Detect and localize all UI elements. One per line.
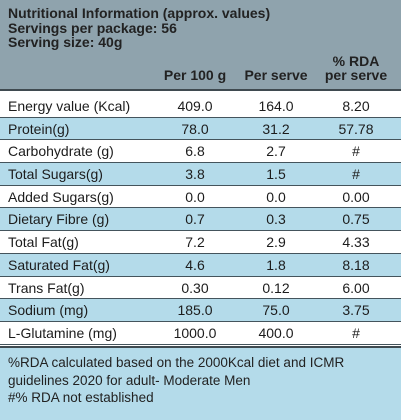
value-per-100g: 409.0 [177,98,213,114]
nutrient-name: Added Sugars(g) [8,188,114,205]
value-per-100g: 0.7 [185,211,205,228]
value-rda: 4.33 [342,234,370,251]
nutrient-name: Dietary Fibre (g) [8,211,110,228]
value-per-100g: 3.8 [185,166,205,183]
value-rda: 8.18 [342,256,370,273]
rda-header-line1: % RDA [332,53,380,69]
value-per-100g: 1000.0 [173,324,217,341]
value-rda: 6.00 [342,279,370,296]
servings-per-package: Servings per package: 56 [8,20,177,36]
value-per-100g: 7.2 [185,234,205,251]
column-header-rda: % RDA per serve [316,54,396,82]
value-per-serve: 400.0 [258,324,294,341]
serving-size: Serving size: 40g [8,34,123,50]
value-rda: 8.20 [342,98,370,114]
value-per-100g: 185.0 [177,302,213,319]
table-row: Saturated Fat(g) 4.6 1.8 8.18 [0,253,401,277]
nutrition-title: Nutritional Information (approx. values) [8,5,271,21]
nutrient-name: Total Sugars(g) [8,166,103,183]
table-row: Added Sugars(g) 0.0 0.0 0.00 [0,186,401,209]
value-per-100g: 4.6 [185,256,205,273]
table-row: Trans Fat(g) 0.30 0.12 6.00 [0,277,401,300]
table-row: Carbohydrate (g) 6.8 2.7 # [0,140,401,164]
column-header-per-100g: Per 100 g [163,67,227,83]
value-per-serve: 75.0 [262,302,290,319]
nutrient-name: Saturated Fat(g) [8,256,110,273]
value-per-serve: 164.0 [258,98,294,114]
table-row: Energy value (Kcal) 409.0 164.0 8.20 [0,95,401,118]
table-row: Total Fat(g) 7.2 2.9 4.33 [0,231,401,254]
nutrition-header: Nutritional Information (approx. values)… [0,0,401,91]
footnote-line: #% RDA not established [8,390,154,405]
value-rda: # [352,166,360,183]
nutrient-name: Sodium (mg) [8,302,89,319]
nutrient-name: Total Fat(g) [8,234,79,251]
value-rda: 3.75 [342,302,370,319]
nutrient-name: Protein(g) [8,120,70,137]
value-rda: # [352,324,360,341]
table-row: Sodium (mg) 185.0 75.0 3.75 [0,299,401,322]
table-row: Dietary Fibre (g) 0.7 0.3 0.75 [0,208,401,232]
footnote-line: guidelines 2020 for adult- Moderate Men [8,372,251,388]
nutrient-name: Trans Fat(g) [8,279,85,296]
value-per-serve: 0.12 [262,279,290,296]
nutrient-name: Carbohydrate (g) [8,143,114,160]
value-rda: 57.78 [338,120,374,137]
value-per-serve: 0.3 [266,211,286,228]
nutrition-footnote: %RDA calculated based on the 2000Kcal di… [0,346,401,420]
column-header-per-serve: Per serve [244,67,308,83]
value-per-serve: 0.0 [266,188,286,205]
table-row: Total Sugars(g) 3.8 1.5 # [0,163,401,186]
value-rda: # [352,143,360,160]
value-per-100g: 78.0 [181,120,209,137]
value-per-100g: 0.30 [181,279,209,296]
footnote-line: %RDA calculated based on the 2000Kcal di… [8,355,345,370]
value-per-100g: 0.0 [185,188,205,205]
value-per-serve: 2.7 [266,143,286,160]
value-per-serve: 1.8 [266,256,286,273]
rda-header-line2: per serve [324,67,388,83]
nutrient-name: Energy value (Kcal) [8,98,131,114]
value-per-serve: 1.5 [266,166,286,183]
table-row: L-Glutamine (mg) 1000.0 400.0 # [0,322,401,345]
value-per-serve: 2.9 [266,234,286,251]
nutrient-name: L-Glutamine (mg) [8,324,117,341]
value-per-serve: 31.2 [262,120,290,137]
nutrient-table: Energy value (Kcal) 409.0 164.0 8.20 Pro… [0,95,401,345]
value-rda: 0.75 [342,211,370,228]
value-rda: 0.00 [342,188,370,205]
value-per-100g: 6.8 [185,143,205,160]
table-row: Protein(g) 78.0 31.2 57.78 [0,117,401,141]
